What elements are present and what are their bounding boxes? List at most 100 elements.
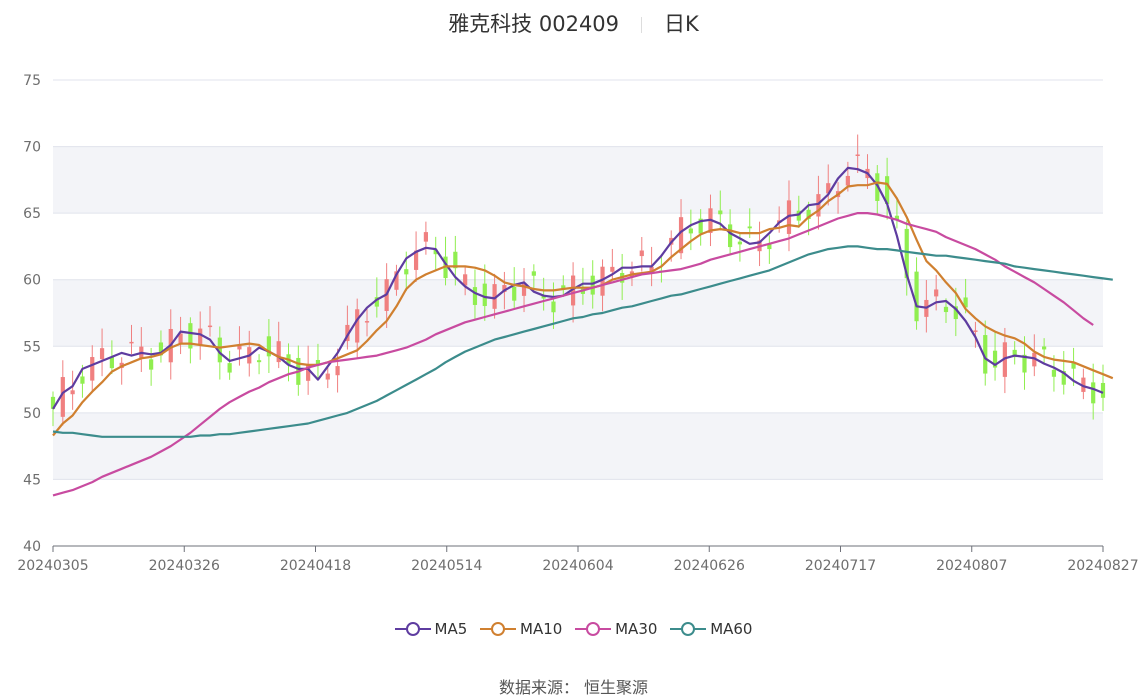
candle-body (1081, 377, 1086, 392)
candle-body (433, 249, 438, 255)
candle-body (845, 175, 850, 186)
candle-body (570, 275, 576, 306)
legend-label: MA5 (434, 620, 468, 638)
candle-body (1091, 382, 1096, 404)
candle-body (934, 289, 939, 297)
candle-body (217, 337, 222, 363)
candle-body (953, 306, 958, 320)
candle-body (855, 154, 860, 156)
candle-body (129, 341, 134, 344)
candle-body (786, 200, 792, 234)
candle-body (914, 271, 919, 322)
candle-body (894, 215, 900, 220)
candle-body (1051, 369, 1057, 377)
candle-body (482, 283, 487, 307)
candle-body (796, 210, 801, 221)
candle-body (885, 176, 890, 205)
x-tick-label: 20240514 (411, 558, 482, 574)
legend-label: MA60 (710, 620, 753, 638)
candle-body (237, 345, 242, 350)
x-tick-label: 20240717 (805, 558, 876, 574)
candle-body (983, 335, 988, 374)
candle-body (178, 333, 183, 345)
candle-body (904, 228, 909, 279)
series-line-ma60 (52, 245, 1113, 438)
candle-body (256, 360, 262, 363)
candle-body (541, 295, 546, 299)
stock-name: 雅克科技 002409 (448, 12, 620, 36)
candle-body (826, 183, 831, 194)
candle-body (50, 396, 56, 409)
legend-ma10[interactable]: MA10 (480, 620, 562, 638)
legend: MA5 MA10 MA30 MA60 (0, 620, 1147, 641)
title-divider (641, 17, 643, 33)
candle-body (70, 390, 75, 395)
candle-body (60, 377, 65, 417)
candle-body (335, 366, 340, 376)
legend-ma30[interactable]: MA30 (575, 620, 657, 638)
x-tick-label: 20240807 (936, 558, 1007, 574)
line-marker-icon (394, 622, 431, 636)
candle-body (688, 228, 693, 234)
candle-body (315, 360, 321, 365)
candle-body (188, 323, 193, 349)
candle-body (561, 285, 566, 289)
y-tick-label: 55 (23, 339, 41, 355)
candle-body (678, 217, 684, 254)
line-marker-icon (480, 622, 517, 636)
candle-body (728, 224, 733, 248)
legend-ma5[interactable]: MA5 (394, 620, 468, 638)
candle-body (649, 266, 654, 273)
x-tick-label: 20240418 (280, 558, 351, 574)
candle-body (737, 241, 743, 245)
candle-body (806, 209, 811, 219)
chart-title: 雅克科技 002409 日K (0, 8, 1147, 38)
candle-body (374, 297, 379, 307)
y-tick-label: 60 (23, 273, 41, 289)
series-line-ma5 (52, 166, 1104, 410)
candle-body (345, 324, 350, 342)
candle-body (1100, 382, 1106, 398)
candle-body (394, 271, 399, 290)
candle-body (463, 274, 468, 286)
candle-body (590, 275, 595, 295)
candle-body (404, 269, 409, 275)
candle-body (227, 363, 232, 373)
candle-body (521, 283, 527, 296)
line-marker-icon (575, 622, 612, 636)
candle-body (551, 301, 556, 313)
candle-body (1071, 362, 1076, 369)
candle-body (207, 325, 213, 328)
candle-body (767, 244, 772, 250)
candle-body (266, 336, 271, 357)
candle-body (472, 287, 478, 305)
candle-body (109, 356, 114, 369)
candle-body (943, 306, 949, 313)
source-label: 数据来源： (498, 678, 579, 697)
grid-band (53, 412, 1103, 480)
candle-body (502, 285, 507, 293)
y-tick-label: 50 (23, 406, 41, 422)
candle-body (80, 376, 85, 384)
candle-body (355, 309, 360, 343)
candle-body (276, 341, 281, 363)
candle-body (1022, 354, 1027, 373)
candle-body (1061, 371, 1066, 385)
candle-body (423, 232, 428, 242)
legend-ma60[interactable]: MA60 (670, 620, 752, 638)
source-name: 恒生聚源 (584, 678, 649, 697)
candle-body (453, 251, 458, 269)
legend-label: MA30 (615, 620, 658, 638)
candle-body (99, 348, 105, 360)
candle-body (747, 226, 752, 229)
candle-body (1042, 346, 1047, 350)
candle-body (198, 328, 203, 345)
period-label: 日K (664, 12, 699, 36)
series-line-ma30 (52, 212, 1094, 497)
y-tick-label: 75 (23, 73, 41, 89)
candle-body (816, 194, 821, 217)
y-tick-label: 70 (23, 140, 41, 156)
candle-body (325, 373, 330, 380)
candle-body (149, 359, 154, 370)
y-tick-label: 45 (23, 472, 41, 488)
